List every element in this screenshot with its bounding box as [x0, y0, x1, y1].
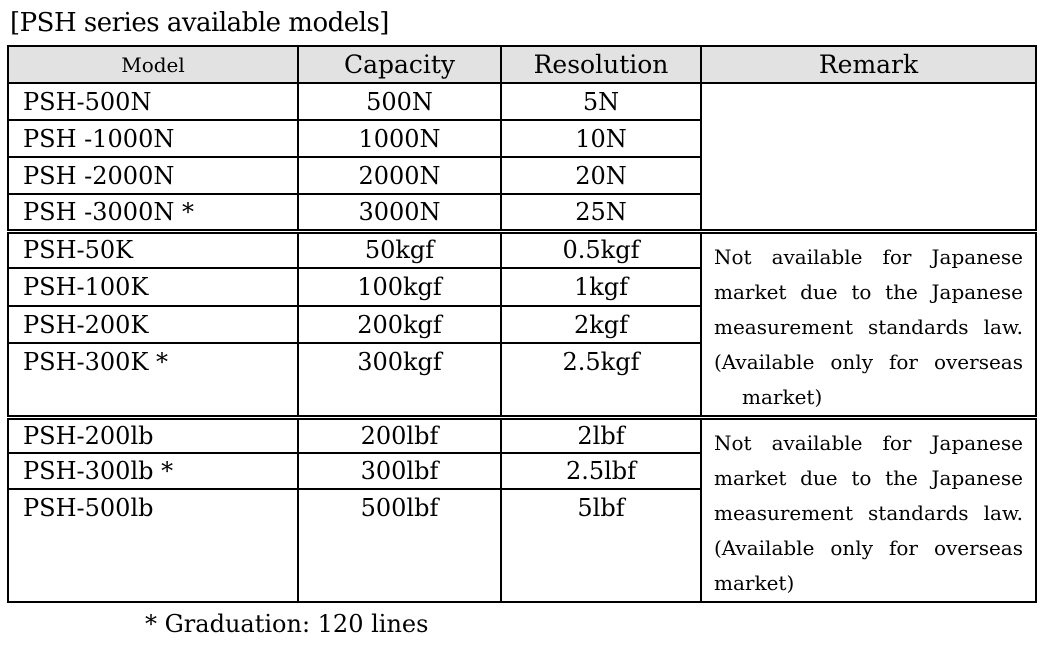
remark-line: Not available for Japanese [714, 430, 1023, 455]
remark-line: market) [742, 384, 823, 409]
model-cell: PSH-200lb [7, 414, 299, 455]
model-cell: PSH -1000N [7, 119, 299, 158]
capacity-cell: 50kgf [297, 228, 502, 270]
table-row: PSH -1000N 1000N 10N [7, 119, 1036, 158]
capacity-cell: 500lbf [297, 488, 502, 603]
resolution-cell: 1kgf [500, 267, 702, 307]
header-row: Model Capacity Resolution Remark [7, 45, 1037, 84]
remark-line: market) [714, 570, 795, 595]
capacity-cell: 300kgf [297, 342, 502, 418]
resolution-cell: 10N [500, 119, 702, 158]
resolution-cell: 2lbf [500, 414, 702, 455]
remark-line: market due to the Japanese [714, 465, 1023, 490]
model-cell: PSH-200K [7, 304, 299, 345]
remark-line: measurement standards law. [714, 314, 1023, 339]
column-header-remark: Remark [700, 45, 1037, 84]
remark-cell-kgf-section: Not available for Japanese market due to… [700, 228, 1037, 418]
remark-cell-lbf-section: Not available for Japanese market due to… [700, 414, 1037, 603]
remark-line: Not available for Japanese [714, 244, 1023, 269]
models-table: Model Capacity Resolution Remark PSH-500… [7, 45, 1037, 603]
table-row: PSH-50K 50kgf 0.5kgf Not available for J… [7, 228, 1037, 418]
capacity-cell: 2000N [297, 156, 502, 195]
table-row: PSH-300lb * 300lbf 2.5lbf [7, 452, 1036, 491]
table-row: PSH-200K 200kgf 2kgf [7, 304, 1036, 345]
resolution-cell: 2kgf [500, 304, 702, 345]
capacity-cell: 1000N [297, 119, 502, 158]
page-title: [PSH series available models] [10, 8, 389, 38]
remark-cell-n-section [700, 82, 1037, 232]
capacity-cell: 100kgf [297, 267, 502, 307]
remark-line: market due to the Japanese [714, 279, 1023, 304]
model-cell: PSH-50K [7, 228, 299, 270]
remark-line: (Available only for overseas [714, 349, 1023, 374]
capacity-cell: 300lbf [297, 452, 502, 491]
capacity-cell: 3000N [297, 193, 502, 232]
table-row: PSH -3000N * 3000N 25N [7, 193, 1036, 232]
remark-line: measurement standards law. [714, 500, 1023, 525]
capacity-cell: 200kgf [297, 304, 502, 345]
table-row: PSH-200lb 200lbf 2lbf Not available for … [7, 414, 1037, 603]
resolution-cell: 0.5kgf [500, 228, 702, 270]
graduation-footnote: * Graduation: 120 lines [145, 610, 429, 638]
column-header-model: Model [7, 45, 299, 84]
table-row: PSH-500N 500N 5N [7, 82, 1037, 232]
table-row: PSH -2000N 2000N 20N [7, 156, 1036, 195]
model-cell: PSH-100K [7, 267, 299, 307]
table-row: PSH-100K 100kgf 1kgf [7, 267, 1036, 307]
model-cell: PSH-500N [7, 82, 299, 121]
column-header-capacity: Capacity [297, 45, 502, 84]
model-cell: PSH-300lb * [7, 452, 299, 491]
table-row: PSH-500lb 500lbf 5lbf [7, 488, 1036, 603]
remark-line: (Available only for overseas [714, 535, 1023, 560]
model-cell: PSH -3000N * [7, 193, 299, 232]
model-cell: PSH-500lb [7, 488, 299, 603]
capacity-cell: 200lbf [297, 414, 502, 455]
resolution-cell: 5N [500, 82, 702, 121]
resolution-cell: 2.5kgf [500, 342, 702, 418]
table-row: PSH-300K * 300kgf 2.5kgf [7, 342, 1036, 418]
capacity-cell: 500N [297, 82, 502, 121]
resolution-cell: 25N [500, 193, 702, 232]
column-header-resolution: Resolution [500, 45, 702, 84]
resolution-cell: 5lbf [500, 488, 702, 603]
resolution-cell: 2.5lbf [500, 452, 702, 491]
resolution-cell: 20N [500, 156, 702, 195]
model-cell: PSH -2000N [7, 156, 299, 195]
model-cell: PSH-300K * [7, 342, 299, 418]
